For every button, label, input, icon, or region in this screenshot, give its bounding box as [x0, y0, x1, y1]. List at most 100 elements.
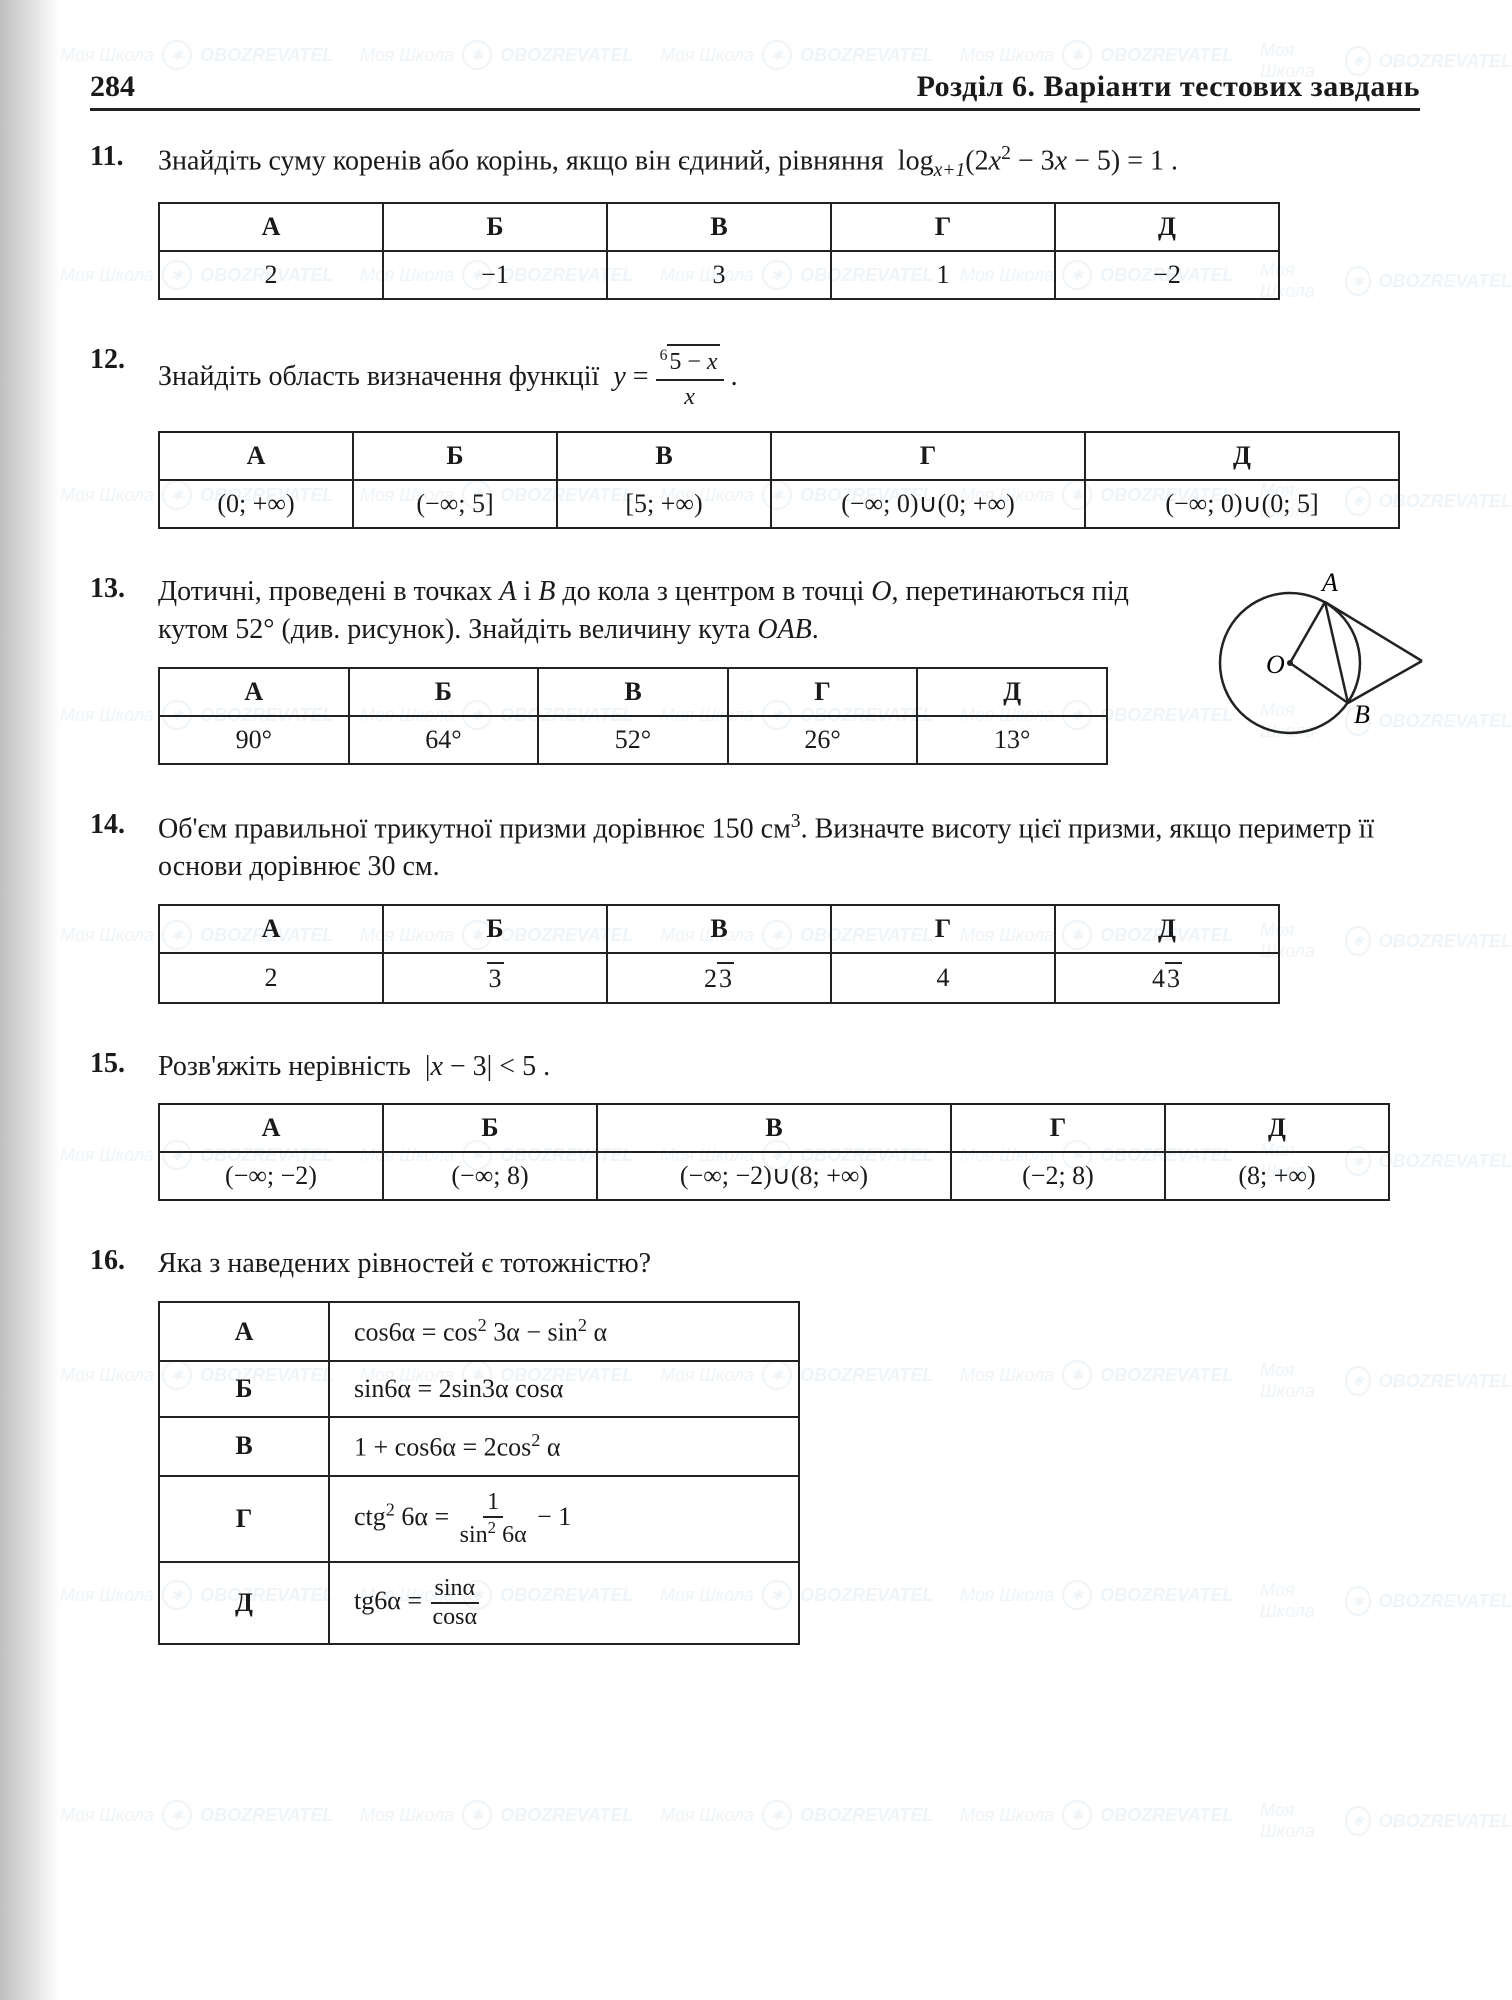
column-header: Г	[831, 905, 1055, 953]
table-header-row: АБВГД	[159, 203, 1279, 251]
question-12: 12. Знайдіть область визначення функції y…	[90, 344, 1420, 529]
answer-cell: 2	[159, 953, 383, 1003]
answer-table: Аcos6α = cos2 3α − sin2 αБsin6α = 2sin3α…	[158, 1301, 800, 1644]
answer-cell: 26°	[728, 716, 918, 764]
question-row: 15. Розв'яжіть нерівність |x − 3| < 5 .	[90, 1048, 1420, 1086]
column-header: Д	[1085, 432, 1399, 480]
answer-table: АБВГД2−131−2	[158, 202, 1280, 300]
column-header: В	[607, 203, 831, 251]
question-text: Розв'яжіть нерівність |x − 3| < 5 .	[158, 1048, 550, 1086]
question-row: 12. Знайдіть область визначення функції y…	[90, 344, 1420, 413]
answer-cell: (−∞; −2)∪(8; +∞)	[597, 1152, 951, 1200]
option-expression: ctg2 6α = 1sin2 6α − 1	[329, 1476, 799, 1562]
question-11: 11. Знайдіть суму коренів або корінь, якщ…	[90, 141, 1420, 300]
question-text: Яка з наведених рівностей є тотожністю?	[158, 1245, 651, 1283]
column-header: В	[538, 668, 728, 716]
answer-cell: (0; +∞)	[159, 480, 353, 528]
column-header: Д	[1165, 1104, 1389, 1152]
column-header: А	[159, 203, 383, 251]
table-row: (−∞; −2)(−∞; 8)(−∞; −2)∪(8; +∞)(−2; 8)(8…	[159, 1152, 1389, 1200]
column-header: Б	[383, 1104, 597, 1152]
answer-cell: (−∞; −2)	[159, 1152, 383, 1200]
option-label: А	[159, 1302, 329, 1361]
table-row: 2323443	[159, 953, 1279, 1003]
question-number: 12.	[90, 344, 144, 376]
table-header-row: АБВГД	[159, 668, 1107, 716]
question-number: 11.	[90, 141, 144, 173]
answer-cell: 90°	[159, 716, 349, 764]
column-header: В	[607, 905, 831, 953]
watermark: Моя ШколаOBOZREVATEL	[60, 1800, 333, 1830]
column-header: Б	[349, 668, 539, 716]
questions-container: 11. Знайдіть суму коренів або корінь, якщ…	[90, 141, 1420, 1645]
question-text: Об'єм правильної трикутної призми дорівн…	[158, 809, 1420, 886]
watermark: Моя ШколаOBOZREVATEL	[1260, 1800, 1512, 1842]
question-text: Дотичні, проведені в точках A і B до кол…	[158, 573, 1148, 649]
question-15: 15. Розв'яжіть нерівність |x − 3| < 5 . АБ…	[90, 1048, 1420, 1202]
column-header: В	[557, 432, 771, 480]
answer-cell: 64°	[349, 716, 539, 764]
answer-cell: [5; +∞)	[557, 480, 771, 528]
question-text: Знайдіть суму коренів або корінь, якщо в…	[158, 141, 1178, 184]
column-header: Б	[353, 432, 557, 480]
column-header: Д	[917, 668, 1107, 716]
question-row: 11. Знайдіть суму коренів або корінь, якщ…	[90, 141, 1420, 184]
option-expression: sin6α = 2sin3α cosα	[329, 1361, 799, 1417]
option-label: В	[159, 1417, 329, 1476]
column-header: Б	[383, 203, 607, 251]
answer-cell: 23	[607, 953, 831, 1003]
answer-cell: (−∞; 5]	[353, 480, 557, 528]
table-header-row: АБВГД	[159, 432, 1399, 480]
answer-cell: 3	[607, 251, 831, 299]
answer-cell: −1	[383, 251, 607, 299]
table-header-row: АБВГД	[159, 905, 1279, 953]
page: Моя ШколаOBOZREVATEL Моя ШколаOBOZREVATEL…	[0, 0, 1512, 2000]
column-header: Б	[383, 905, 607, 953]
watermark: Моя ШколаOBOZREVATEL	[360, 40, 633, 70]
table-header-row: АБВГД	[159, 1104, 1389, 1152]
table-row: 2−131−2	[159, 251, 1279, 299]
svg-text:A: A	[1320, 568, 1338, 597]
watermark: Моя ШколаOBOZREVATEL	[960, 1800, 1233, 1830]
answer-cell: 13°	[917, 716, 1107, 764]
column-header: Г	[831, 203, 1055, 251]
question-13: 13.Дотичні, проведені в точках A і B до …	[90, 573, 1420, 765]
answer-cell: (8; +∞)	[1165, 1152, 1389, 1200]
table-row: Аcos6α = cos2 3α − sin2 α	[159, 1302, 799, 1361]
column-header: А	[159, 905, 383, 953]
answer-cell: 43	[1055, 953, 1279, 1003]
table-row: В1 + cos6α = 2cos2 α	[159, 1417, 799, 1476]
answer-cell: (−∞; 8)	[383, 1152, 597, 1200]
chapter-title: Розділ 6. Варіанти тестових завдань	[917, 70, 1420, 104]
option-expression: cos6α = cos2 3α − sin2 α	[329, 1302, 799, 1361]
geometry-figure: O A B	[1210, 563, 1430, 768]
column-header: Г	[951, 1104, 1165, 1152]
answer-cell: (−∞; 0)∪(0; +∞)	[771, 480, 1085, 528]
column-header: А	[159, 668, 349, 716]
question-text: Знайдіть область визначення функції y = …	[158, 344, 738, 413]
column-header: Г	[728, 668, 918, 716]
answer-cell: 4	[831, 953, 1055, 1003]
answer-cell: 2	[159, 251, 383, 299]
answer-table: АБВГД90°64°52°26°13°	[158, 667, 1108, 765]
page-header: 284 Розділ 6. Варіанти тестових завдань	[90, 70, 1420, 111]
page-number: 284	[90, 70, 135, 104]
question-number: 15.	[90, 1048, 144, 1080]
watermark: Моя ШколаOBOZREVATEL	[60, 40, 333, 70]
watermark: Моя ШколаOBOZREVATEL	[960, 40, 1233, 70]
table-row: Гctg2 6α = 1sin2 6α − 1	[159, 1476, 799, 1562]
table-row: Дtg6α = sinαcosα	[159, 1562, 799, 1644]
answer-table: АБВГД(−∞; −2)(−∞; 8)(−∞; −2)∪(8; +∞)(−2;…	[158, 1103, 1390, 1201]
content-area: 284 Розділ 6. Варіанти тестових завдань …	[90, 70, 1420, 1689]
question-14: 14. Об'єм правильної трикутної призми дор…	[90, 809, 1420, 1004]
watermark: Моя ШколаOBOZREVATEL	[660, 1800, 933, 1830]
answer-cell: 3	[383, 953, 607, 1003]
svg-text:O: O	[1266, 650, 1285, 679]
watermark: Моя ШколаOBOZREVATEL	[360, 1800, 633, 1830]
option-label: Г	[159, 1476, 329, 1562]
answer-cell: −2	[1055, 251, 1279, 299]
option-label: Д	[159, 1562, 329, 1644]
question-row: 14. Об'єм правильної трикутної призми дор…	[90, 809, 1420, 886]
answer-cell: 1	[831, 251, 1055, 299]
question-number: 14.	[90, 809, 144, 841]
